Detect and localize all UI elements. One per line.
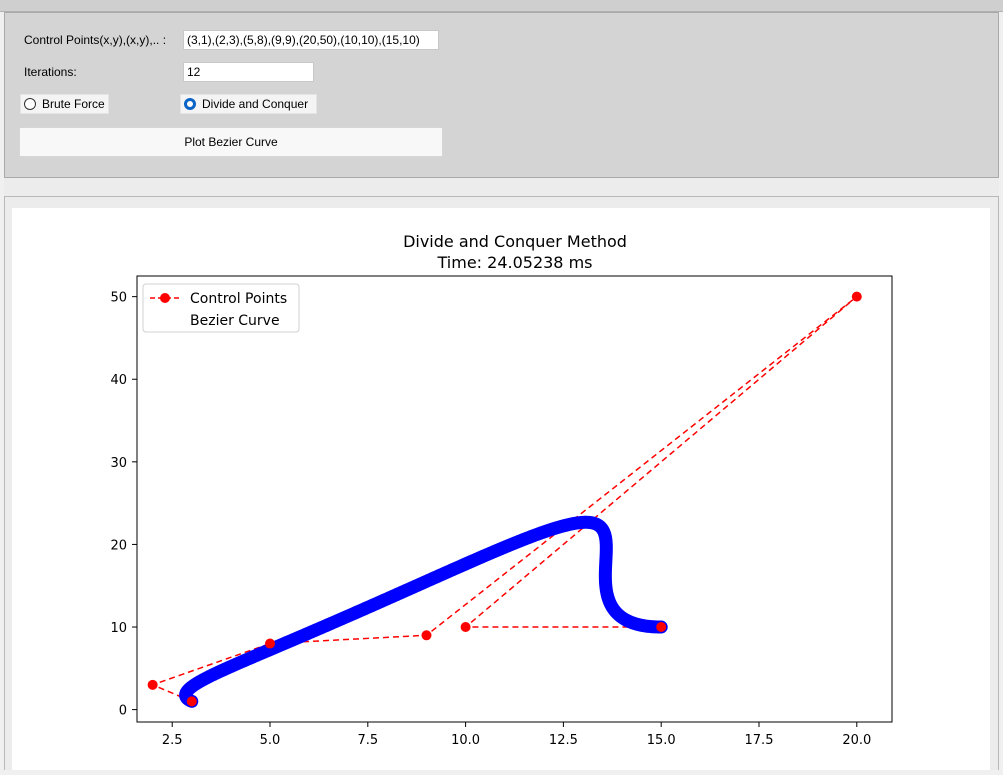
radio-unchecked-icon bbox=[24, 98, 36, 110]
control-point-marker bbox=[147, 679, 158, 690]
bezier-curve-line bbox=[179, 515, 668, 708]
panel-divider bbox=[4, 178, 999, 196]
legend-bezier-curve-label: Bezier Curve bbox=[190, 313, 280, 329]
x-tick-label: 7.5 bbox=[357, 733, 378, 748]
chart-title: Divide and Conquer Method bbox=[403, 232, 627, 251]
y-tick-label: 50 bbox=[110, 291, 127, 306]
divide-conquer-label: Divide and Conquer bbox=[202, 97, 309, 111]
divide-conquer-radio[interactable]: Divide and Conquer bbox=[180, 94, 317, 114]
control-points-input[interactable]: (3,1),(2,3),(5,8),(9,9),(20,50),(10,10),… bbox=[183, 30, 439, 50]
plot-bezier-curve-button[interactable]: Plot Bezier Curve bbox=[19, 127, 443, 157]
control-panel: Control Points(x,y),(x,y),.. : (3,1),(2,… bbox=[4, 12, 999, 178]
y-tick-label: 0 bbox=[119, 704, 127, 719]
control-point-marker bbox=[421, 630, 432, 641]
x-tick-label: 15.0 bbox=[647, 733, 676, 748]
legend-control-points-label: Control Points bbox=[190, 291, 287, 307]
control-point-marker bbox=[851, 291, 862, 302]
x-tick-label: 10.0 bbox=[451, 733, 480, 748]
brute-force-radio[interactable]: Brute Force bbox=[20, 94, 109, 114]
plot-canvas: Divide and Conquer Method Time: 24.05238… bbox=[12, 208, 990, 770]
x-tick-label: 5.0 bbox=[260, 733, 281, 748]
x-tick-label: 17.5 bbox=[745, 733, 774, 748]
bezier-chart: Divide and Conquer Method Time: 24.05238… bbox=[110, 232, 893, 748]
chart-legend: Control Points Bezier Curve bbox=[142, 283, 300, 333]
window-top-strip bbox=[0, 0, 1003, 12]
iterations-input[interactable]: 12 bbox=[183, 62, 314, 82]
brute-force-label: Brute Force bbox=[42, 97, 105, 111]
control-point-marker bbox=[656, 622, 667, 633]
radio-checked-icon bbox=[184, 98, 196, 110]
y-tick-label: 30 bbox=[110, 456, 127, 471]
control-point-marker bbox=[186, 696, 197, 707]
x-tick-label: 12.5 bbox=[549, 733, 578, 748]
x-tick-label: 20.0 bbox=[842, 733, 871, 748]
control-points-label: Control Points(x,y),(x,y),.. : bbox=[24, 33, 167, 47]
control-point-marker bbox=[460, 622, 471, 633]
y-tick-label: 20 bbox=[110, 538, 127, 553]
plot-area: 2.5 5.0 7.5 10.0 12.5 15.0 17.5 20.0 0 10 20 30 40 50 bbox=[110, 275, 893, 748]
iterations-label: Iterations: bbox=[24, 65, 77, 79]
y-tick-label: 40 bbox=[110, 373, 127, 388]
control-point-marker bbox=[265, 638, 276, 649]
legend-box bbox=[142, 283, 300, 333]
control-points-line bbox=[150, 296, 858, 703]
y-tick-label: 10 bbox=[110, 621, 127, 636]
axes-frame bbox=[136, 275, 893, 723]
chart-subtitle: Time: 24.05238 ms bbox=[437, 253, 593, 272]
x-tick-label: 2.5 bbox=[162, 733, 183, 748]
legend-control-points-marker bbox=[160, 293, 170, 303]
